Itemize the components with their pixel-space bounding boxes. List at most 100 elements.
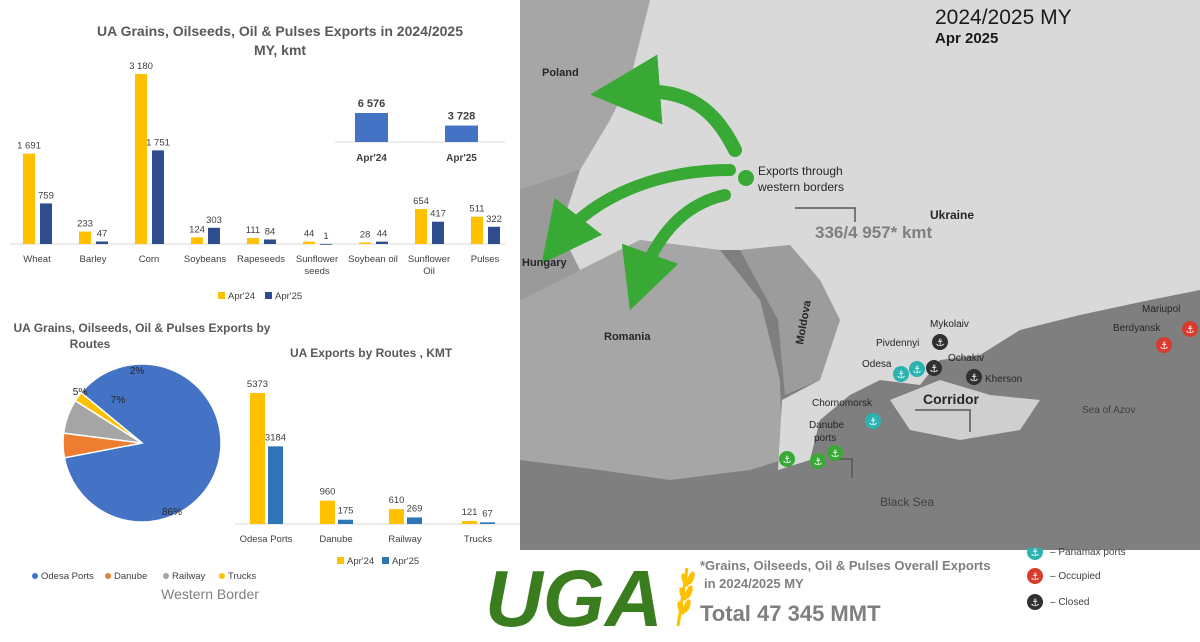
label-danube-ports-line1: Danube bbox=[809, 420, 844, 431]
route-category-label: Odesa Ports bbox=[240, 534, 293, 545]
bar-label: 1 bbox=[323, 231, 328, 242]
bar-corn-s2 bbox=[152, 150, 164, 244]
bar-rapeseeds-s2 bbox=[264, 239, 276, 244]
label-hungary: Hungary bbox=[522, 257, 568, 269]
port-mariupol-occupied-icon: ⚓ bbox=[1182, 321, 1198, 337]
bar-label: 44 bbox=[304, 229, 315, 240]
pie-legend-swatch bbox=[32, 573, 38, 579]
bar-label: 3 180 bbox=[129, 61, 153, 72]
route-bar-label: 5373 bbox=[247, 379, 268, 390]
category-label: seeds bbox=[304, 266, 330, 277]
port-ochakiv-closed-icon: ⚓ bbox=[926, 360, 942, 376]
category-label: Soybeans bbox=[184, 254, 227, 265]
bar-sunflower-oil-s2 bbox=[432, 221, 444, 244]
routes-legend-label-apr25: Apr'25 bbox=[392, 556, 419, 567]
svg-text:⚓: ⚓ bbox=[936, 338, 945, 349]
svg-text:⚓: ⚓ bbox=[869, 417, 878, 428]
port-mykolaiv-closed-icon: ⚓ bbox=[932, 334, 948, 350]
legend-occupied-label: – Occupied bbox=[1050, 571, 1101, 582]
western-leader-line bbox=[795, 207, 856, 222]
map-subtitle: Apr 2025 bbox=[935, 30, 998, 47]
route-bar-danube-s1 bbox=[320, 500, 335, 524]
pie-legend-swatch bbox=[105, 573, 111, 579]
svg-text:⚓: ⚓ bbox=[1031, 548, 1040, 559]
route-bar-label: 269 bbox=[407, 503, 423, 514]
label-mykolaiv: Mykolaiv bbox=[930, 319, 969, 330]
port-berdyansk-occupied-icon: ⚓ bbox=[1156, 337, 1172, 353]
category-label: Soybean oil bbox=[348, 254, 398, 265]
bar-label: 417 bbox=[430, 209, 446, 220]
legend-label-apr24: Apr'24 bbox=[228, 291, 255, 302]
map-title: 2024/2025 MY bbox=[935, 6, 1072, 29]
svg-text:⚓: ⚓ bbox=[897, 370, 906, 381]
footer-note-line1: *Grains, Oilseeds, Oil & Pulses Overall … bbox=[700, 558, 990, 573]
routes-legend-swatch-apr25 bbox=[382, 557, 389, 564]
route-bar-odesa-ports-s1 bbox=[250, 393, 265, 524]
pie-slice-label: 86% bbox=[162, 507, 182, 518]
route-bar-label: 67 bbox=[482, 508, 493, 519]
bar-sunflower-seeds-s2 bbox=[320, 243, 332, 245]
route-bar-odesa-ports-s2 bbox=[268, 446, 283, 524]
port-odesa-panamax-icon: ⚓ bbox=[893, 366, 909, 382]
commodities-title-line2: MY, kmt bbox=[254, 42, 306, 58]
commodities-legend: Apr'24 Apr'25 bbox=[218, 291, 302, 302]
label-ukraine: Ukraine bbox=[930, 208, 974, 222]
arrow-origin-dot bbox=[738, 170, 754, 186]
svg-text:⚓: ⚓ bbox=[930, 364, 939, 375]
bar-label: 44 bbox=[377, 229, 388, 240]
corridor-label: Corridor bbox=[923, 391, 980, 407]
totals-chart: 6 576 Apr'24 3 728 Apr'25 bbox=[335, 98, 505, 164]
romania-region bbox=[520, 240, 782, 480]
bar-soybean-oil-s1 bbox=[359, 242, 371, 244]
pie-slice-trucks bbox=[74, 391, 143, 444]
category-label: Rapeseeds bbox=[237, 254, 285, 265]
label-romania: Romania bbox=[604, 331, 651, 343]
bar-sunflower-oil-s1 bbox=[415, 209, 427, 244]
total-bar-2 bbox=[445, 125, 478, 142]
legend-closed-icon: ⚓ bbox=[1027, 594, 1043, 610]
pie-legend-label: Trucks bbox=[228, 571, 256, 582]
total-category-label: Apr'25 bbox=[446, 153, 477, 164]
bar-soybeans-s1 bbox=[191, 237, 203, 244]
category-label: Corn bbox=[139, 254, 160, 265]
bar-label: 233 bbox=[77, 219, 93, 230]
total-bar-label: 6 576 bbox=[358, 98, 386, 110]
label-kherson: Kherson bbox=[985, 374, 1022, 385]
corridor-leader-line bbox=[915, 409, 971, 432]
pie-legend-label: Danube bbox=[114, 571, 147, 582]
commodities-chart: UA Grains, Oilseeds, Oil & Pulses Export… bbox=[10, 23, 505, 302]
footer: UGA *Grains, Oilseeds, Oil & Pulses Over… bbox=[485, 548, 1126, 642]
label-black-sea: Black Sea bbox=[880, 495, 934, 509]
route-bar-label: 610 bbox=[389, 495, 405, 506]
route-bar-danube-s2 bbox=[338, 519, 353, 524]
exports-label-line1: Exports through bbox=[758, 164, 843, 178]
route-category-label: Trucks bbox=[464, 534, 492, 545]
category-label: Barley bbox=[80, 254, 107, 265]
bar-label: 47 bbox=[97, 228, 108, 239]
pie-caption: Western Border bbox=[161, 586, 259, 602]
route-bar-label: 3184 bbox=[265, 432, 286, 443]
label-odesa: Odesa bbox=[862, 359, 892, 370]
moldova-region bbox=[740, 245, 840, 395]
bar-label: 124 bbox=[189, 224, 205, 235]
port-danube-1-icon: ⚓ bbox=[779, 451, 795, 467]
route-category-label: Danube bbox=[319, 534, 352, 545]
total-category-label: Apr'24 bbox=[356, 153, 387, 164]
pie-slice-odesa-ports bbox=[63, 363, 222, 523]
bar-pulses-s1 bbox=[471, 216, 483, 244]
export-map: 2024/2025 MY Apr 2025 Poland Hungary Rom… bbox=[520, 0, 1200, 550]
pie-title-line2: Routes bbox=[70, 337, 111, 351]
commodities-title-line1: UA Grains, Oilseeds, Oil & Pulses Export… bbox=[97, 23, 463, 39]
legend-panamax-icon: ⚓ bbox=[1027, 548, 1043, 560]
uga-logo: UGA bbox=[485, 554, 663, 642]
bar-rapeseeds-s1 bbox=[247, 238, 259, 244]
label-chornomorsk: Chornomorsk bbox=[812, 398, 873, 409]
route-bar-label: 960 bbox=[320, 487, 336, 498]
legend-closed-label: – Closed bbox=[1050, 597, 1089, 608]
arrow-to-romania bbox=[621, 189, 731, 311]
svg-text:⚓: ⚓ bbox=[913, 365, 922, 376]
pie-legend: Odesa Ports Danube Railway Trucks bbox=[32, 571, 256, 582]
bar-pulses-s2 bbox=[488, 226, 500, 244]
